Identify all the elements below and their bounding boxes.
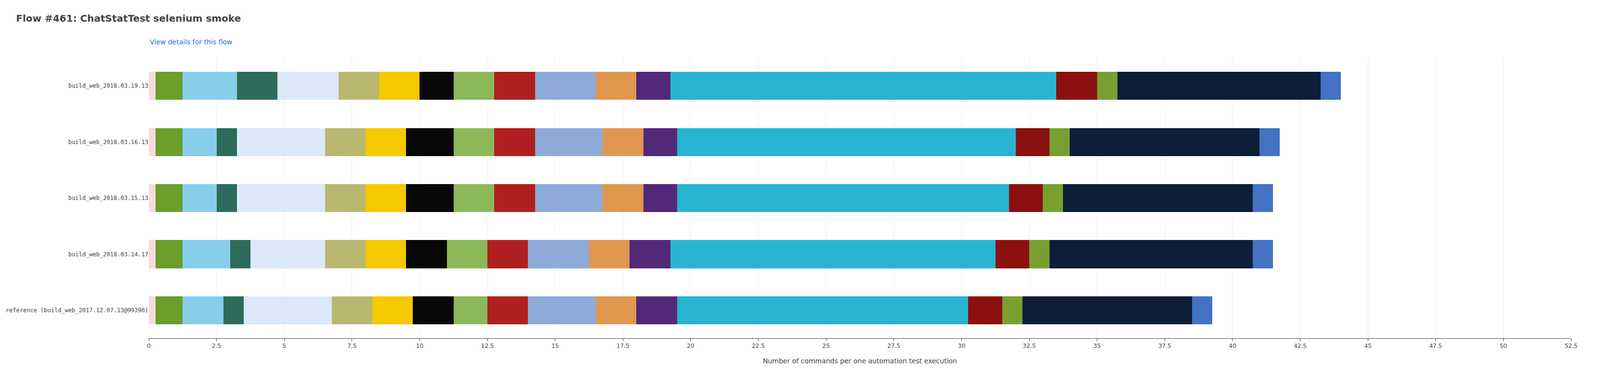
svg-text:reference (build_web_2017.12.0: reference (build_web_2017.12.07.13@99390… [5, 306, 149, 314]
svg-text:50: 50 [1499, 342, 1508, 350]
svg-text:22.5: 22.5 [751, 342, 765, 350]
svg-text:15: 15 [551, 342, 559, 350]
svg-text:Number of commands per one aut: Number of commands per one automation te… [762, 356, 958, 365]
svg-text:27.5: 27.5 [887, 342, 901, 350]
svg-text:35: 35 [1093, 342, 1101, 350]
svg-text:30: 30 [957, 342, 966, 350]
svg-text:42.5: 42.5 [1293, 342, 1307, 350]
svg-text:Flow #461: ChatStatTest seleni: Flow #461: ChatStatTest selenium smoke [15, 12, 241, 25]
svg-text:0: 0 [146, 342, 151, 350]
svg-text:2.5: 2.5 [211, 342, 222, 350]
svg-text:20: 20 [686, 342, 695, 350]
svg-text:7.5: 7.5 [347, 342, 357, 350]
svg-text:47.5: 47.5 [1429, 342, 1443, 350]
svg-text:40: 40 [1228, 342, 1236, 350]
svg-text:25: 25 [822, 342, 830, 350]
svg-text:37.5: 37.5 [1158, 342, 1172, 350]
svg-text:12.5: 12.5 [481, 342, 495, 350]
svg-text:45: 45 [1363, 342, 1372, 350]
svg-text:View details for this flow: View details for this flow [149, 38, 233, 46]
svg-text:32.5: 32.5 [1022, 342, 1037, 350]
svg-text:build_web_2018.03.19.13: build_web_2018.03.19.13 [68, 82, 149, 90]
svg-text:build_web_2018.03.14.17: build_web_2018.03.14.17 [68, 250, 149, 258]
svg-text:10: 10 [416, 342, 424, 350]
svg-text:52.5: 52.5 [1564, 342, 1578, 350]
svg-text:build_web_2018.03.16.13: build_web_2018.03.16.13 [68, 138, 149, 146]
svg-text:build_web_2018.03.15.13: build_web_2018.03.15.13 [68, 194, 149, 202]
svg-text:5: 5 [282, 342, 287, 350]
svg-text:17.5: 17.5 [616, 342, 630, 350]
